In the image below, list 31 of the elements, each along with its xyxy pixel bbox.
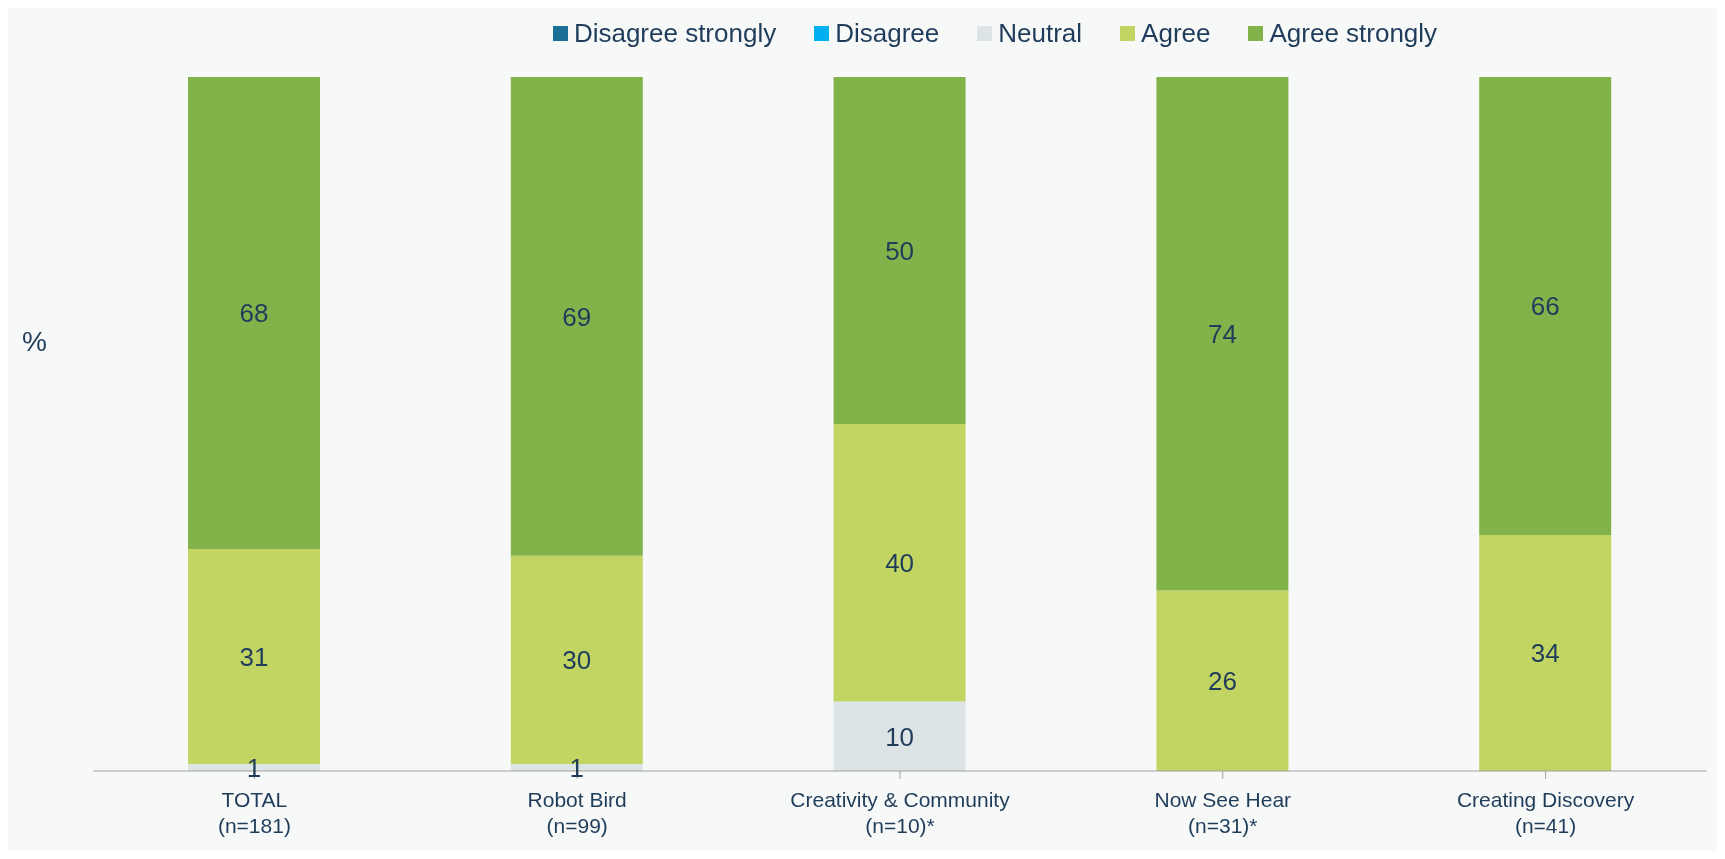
data-label: 34 <box>1530 638 1560 669</box>
y-axis-title: % <box>22 326 47 358</box>
bar <box>1479 77 1612 536</box>
data-label: 68 <box>239 298 269 329</box>
bar <box>188 77 320 549</box>
bar <box>510 77 643 556</box>
x-tick-label: Creating Discovery (n=41) <box>1456 788 1635 837</box>
x-tick-label: Now See Hear (n=31)* <box>1154 788 1292 837</box>
data-label: 74 <box>1207 319 1237 350</box>
legend-label: Neutral <box>997 18 1083 49</box>
bar <box>833 424 966 702</box>
legend-label: Agree strongly <box>1268 18 1438 49</box>
data-label: 69 <box>562 301 592 332</box>
bar <box>833 701 966 771</box>
data-label: 66 <box>1530 291 1560 322</box>
data-label: 31 <box>239 641 269 672</box>
data-label: 26 <box>1207 666 1237 697</box>
data-label: 40 <box>885 548 915 579</box>
x-tick-label: TOTAL (n=181) <box>217 788 291 837</box>
bar <box>1156 590 1289 771</box>
x-tick-label: Creativity & Community (n=10)* <box>790 788 1011 837</box>
legend-label: Agree <box>1140 18 1211 49</box>
data-label: 30 <box>562 645 592 676</box>
bar <box>1479 535 1612 771</box>
legend-label: Disagree strongly <box>572 18 777 49</box>
bar <box>833 77 966 424</box>
data-label: 50 <box>885 235 915 266</box>
data-label: 10 <box>885 721 915 752</box>
bar <box>1156 77 1289 591</box>
legend-label: Disagree <box>834 18 940 49</box>
x-tick-label: Robot Bird (n=99) <box>527 788 627 837</box>
